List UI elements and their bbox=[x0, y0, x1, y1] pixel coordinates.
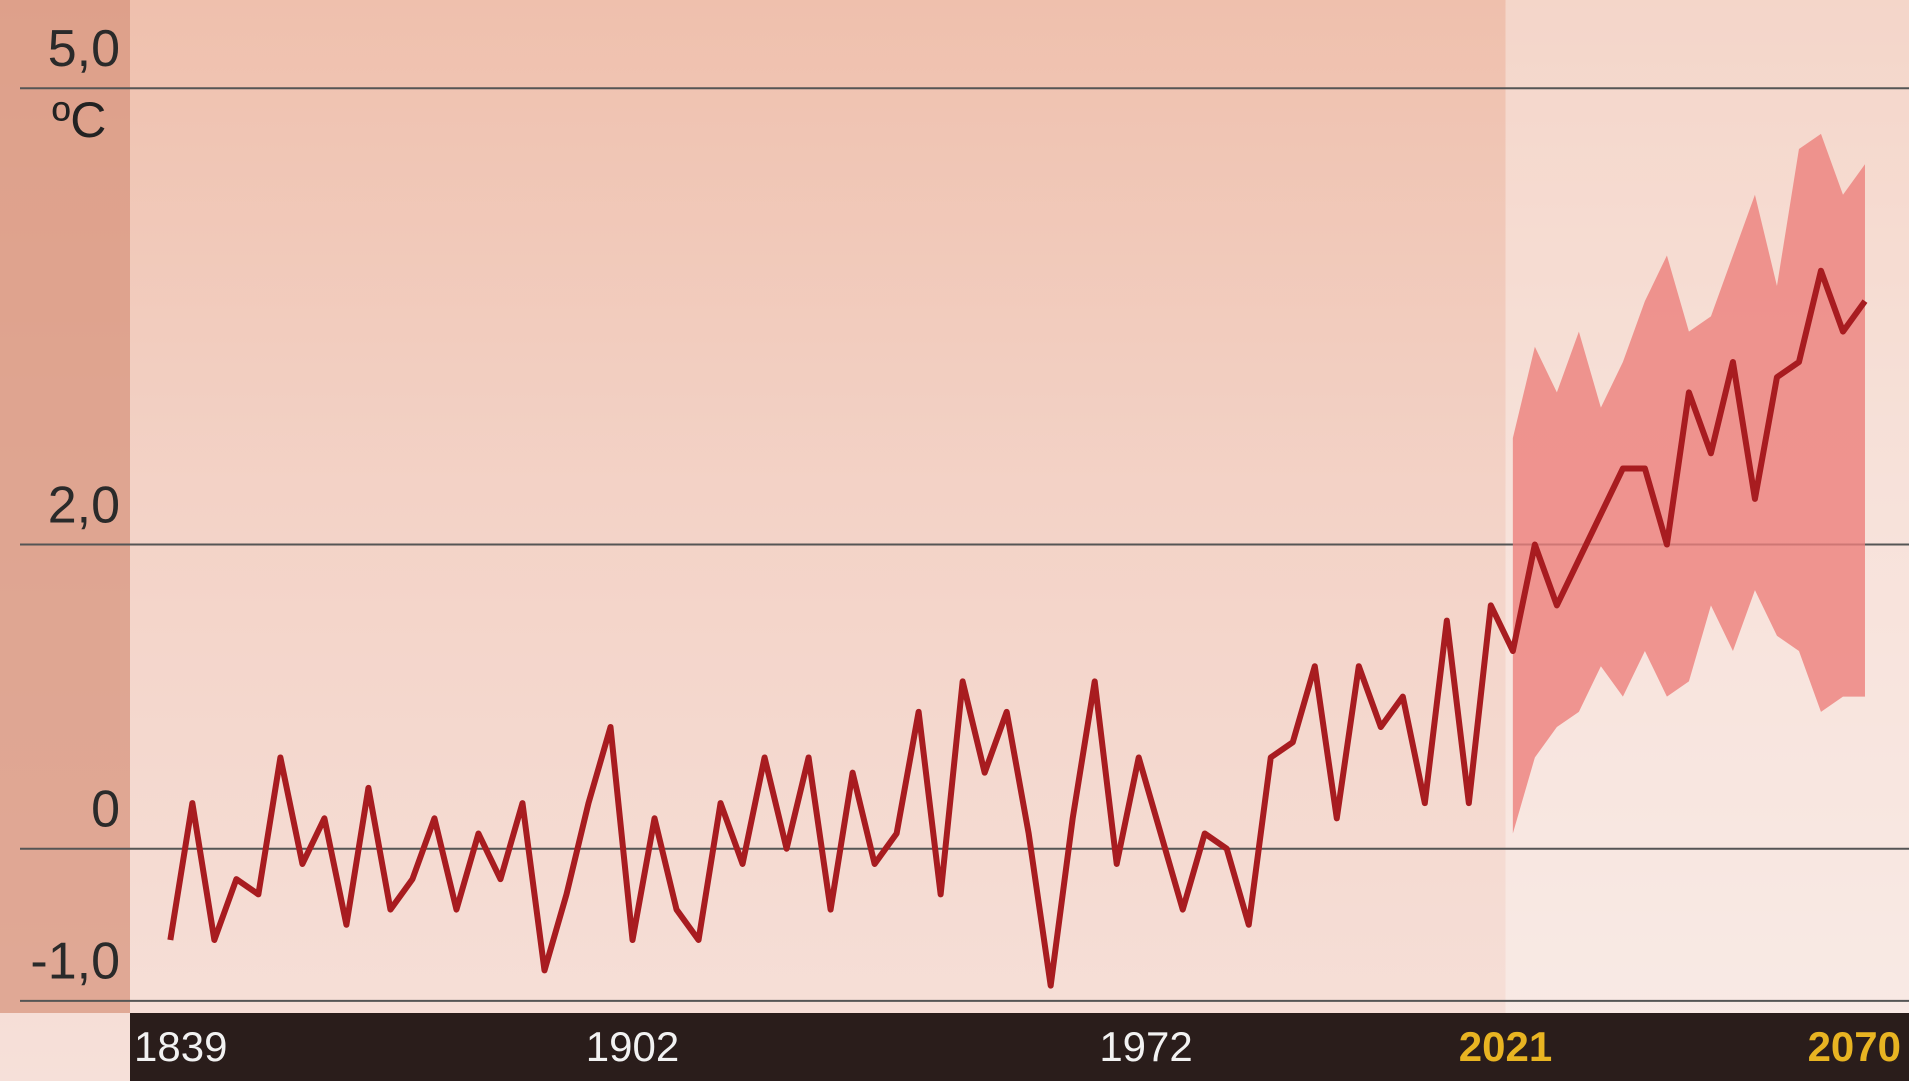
y-unit: ºC bbox=[52, 92, 106, 148]
y-tick-label: -1,0 bbox=[30, 933, 120, 991]
x-tick-label: 2021 bbox=[1459, 1023, 1552, 1070]
x-axis-bar bbox=[130, 1013, 1909, 1081]
y-tick-label: 2,0 bbox=[48, 476, 120, 534]
left-strip bbox=[0, 0, 130, 1013]
y-tick-label: 0 bbox=[91, 780, 120, 838]
x-tick-label: 2070 bbox=[1808, 1023, 1901, 1070]
data-line bbox=[167, 267, 1868, 989]
y-tick-label: 5,0 bbox=[48, 20, 120, 78]
uncertainty-band bbox=[1512, 133, 1865, 834]
x-tick-label: 1972 bbox=[1099, 1023, 1192, 1070]
x-tick-label: 1902 bbox=[586, 1023, 679, 1070]
x-tick-label: 1839 bbox=[134, 1023, 227, 1070]
